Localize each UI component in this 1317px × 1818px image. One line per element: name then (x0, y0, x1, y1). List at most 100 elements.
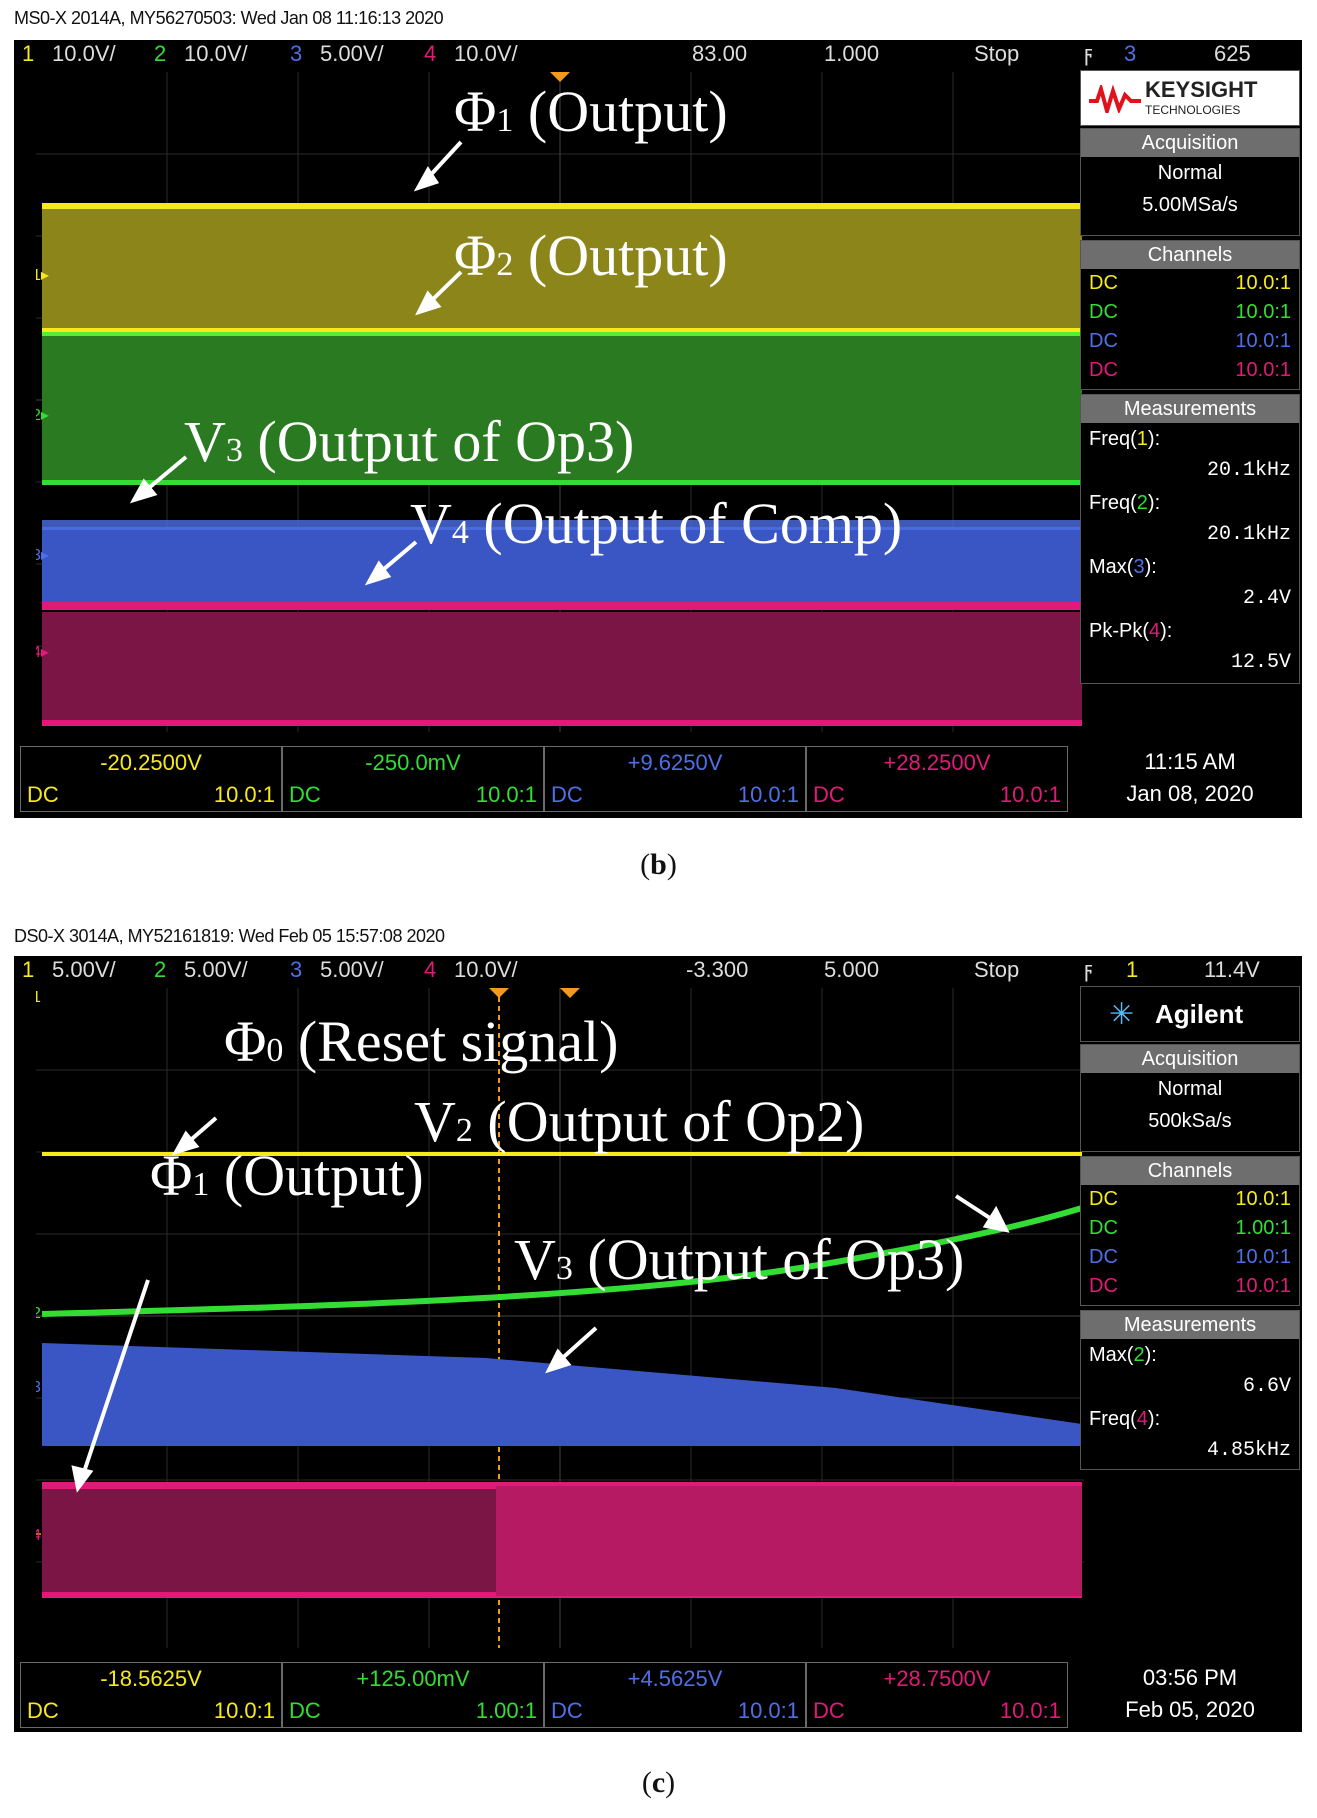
ch1-waveform (42, 207, 1082, 332)
annotation-v3: V3 (Output of Op3) (184, 409, 635, 474)
measurements-box[interactable]: Measurements Max(2): 6.6V Freq(4): 4.85k… (1080, 1310, 1300, 1470)
ch3-waveform (42, 527, 1082, 602)
ch4-number[interactable]: 4 (424, 41, 437, 66)
channel-row-1: DC 10.0:1 (1089, 272, 1291, 294)
measurement-1-value: 20.1kHz (1206, 459, 1291, 482)
trigger-level[interactable]: 625 (1214, 41, 1251, 66)
panel-b-scope: 1 10.0V/ 2 10.0V/ 3 5.00V/ 4 10.0V/ 83.0… (14, 40, 1302, 818)
clock-time: 11:15 AM (1144, 749, 1236, 774)
ch1-marker[interactable]: 1 (36, 989, 41, 1006)
trigger-edge-icon: ϝ (1084, 957, 1093, 982)
v3-arrow (142, 455, 188, 494)
ch2-offset-cell[interactable]: +125.00mV DC 1.00:1 (282, 1662, 544, 1728)
ch4-scale[interactable]: 10.0V/ (454, 957, 518, 982)
panel-c-waveform-display: 1 2 3 4 (36, 988, 1084, 1648)
measurements-title: Measurements (1081, 395, 1299, 423)
ch4-offset: +28.2500V (883, 750, 991, 775)
measurement-1-label: Max(2): (1089, 1344, 1157, 1366)
ch4-coupling: DC (813, 782, 845, 807)
horizontal-delay[interactable]: 83.00 (692, 41, 748, 66)
ch4-offset: +28.7500V (883, 1666, 991, 1691)
ch1-scale[interactable]: 10.0V/ (52, 41, 116, 66)
ch1-ratio: 10.0:1 (213, 1698, 275, 1723)
clock-date: Jan 08, 2020 (1126, 781, 1254, 806)
ch3-marker[interactable]: 3▸ (36, 547, 49, 564)
trigger-position-marker[interactable] (550, 72, 570, 82)
annotation-v3: V3 (Output of Op3) (514, 1227, 965, 1292)
measurement-2-value: 4.85kHz (1206, 1439, 1291, 1462)
ch1-number[interactable]: 1 (22, 41, 35, 66)
ch3-waveform (42, 1343, 1082, 1446)
clock-time: 03:56 PM (1142, 1665, 1238, 1690)
timebase[interactable]: 1.000 (824, 41, 880, 66)
acquisition-box[interactable]: Acquisition Normal 5.00MSa/s (1080, 128, 1300, 236)
ch2-marker[interactable]: 2 (36, 1305, 41, 1322)
ch3-offset-cell[interactable]: +9.6250V DC 10.0:1 (544, 746, 806, 812)
ch3-scale[interactable]: 5.00V/ (320, 41, 384, 66)
panel-c-clock: 03:56 PM Feb 05, 2020 (1080, 1662, 1300, 1726)
channels-title: Channels (1081, 241, 1299, 269)
ch2-coupling: DC (289, 782, 321, 807)
run-state[interactable]: Stop (974, 41, 1020, 66)
ch3-coupling: DC (551, 782, 583, 807)
ch2-scale[interactable]: 10.0V/ (184, 41, 248, 66)
ch1-scale[interactable]: 5.00V/ (52, 957, 116, 982)
ch2-scale[interactable]: 5.00V/ (184, 957, 248, 982)
measurement-4-value: 12.5V (1230, 651, 1291, 674)
ch3-scale[interactable]: 5.00V/ (320, 957, 384, 982)
trigger-channel[interactable]: 1 (1126, 957, 1139, 982)
ch1-marker[interactable]: 1▸ (36, 267, 49, 284)
run-state[interactable]: Stop (974, 957, 1020, 982)
timebase[interactable]: 5.000 (824, 957, 880, 982)
acquisition-mode: Normal (1157, 1078, 1223, 1100)
trigger-channel[interactable]: 3 (1124, 41, 1137, 66)
ch3-number[interactable]: 3 (290, 41, 303, 66)
trigger-level[interactable]: 11.4V (1204, 957, 1260, 982)
horizontal-delay[interactable]: -3.300 (686, 957, 749, 982)
ch2-number[interactable]: 2 (154, 41, 167, 66)
acquisition-title: Acquisition (1081, 129, 1299, 157)
channels-box[interactable]: Channels DC 10.0:1 DC 1.00:1 DC 10.0:1 DC 10… (1080, 1156, 1300, 1306)
ch1-offset-cell[interactable]: -20.2500V DC 10.0:1 (20, 746, 282, 812)
measurement-2-label: Freq(4): (1089, 1408, 1161, 1430)
acquisition-title: Acquisition (1081, 1045, 1299, 1073)
ch4-marker[interactable]: 4 (36, 1527, 41, 1544)
ch1-coupling: DC (27, 1698, 59, 1723)
delay-marker[interactable] (489, 988, 509, 998)
channels-title: Channels (1081, 1157, 1299, 1185)
ch1-offset-cell[interactable]: -18.5625V DC 10.0:1 (20, 1662, 282, 1728)
ch2-waveform (42, 334, 1082, 482)
ch4-number[interactable]: 4 (424, 957, 437, 982)
ch3-marker[interactable]: 3 (36, 1379, 41, 1396)
ch1-number[interactable]: 1 (22, 957, 35, 982)
panel-b-topbar: 1 10.0V/ 2 10.0V/ 3 5.00V/ 4 10.0V/ 83.0… (14, 40, 1302, 68)
ch3-offset-cell[interactable]: +4.5625V DC 10.0:1 (544, 1662, 806, 1728)
ch4-marker[interactable]: 4▸ (36, 644, 49, 661)
channels-box[interactable]: Channels DC 10.0:1 DC 10.0:1 DC 10.0:1 DC 10… (1080, 240, 1300, 390)
panel-c-header: DS0-X 3014A, MY52161819: Wed Feb 05 15:5… (14, 926, 445, 946)
keysight-logo-icon (1089, 85, 1141, 113)
ch2-number[interactable]: 2 (154, 957, 167, 982)
measurements-box[interactable]: Measurements Freq(1): 20.1kHz Freq(2): 2… (1080, 394, 1300, 684)
ch4-scale[interactable]: 10.0V/ (454, 41, 518, 66)
ch3-number[interactable]: 3 (290, 957, 303, 982)
acquisition-rate: 5.00MSa/s (1142, 194, 1238, 216)
panel-b-sidebar: KEYSIGHT TECHNOLOGIES Acquisition Normal… (1080, 70, 1300, 730)
ch1-offset: -20.2500V (100, 750, 202, 775)
ch4-offset-cell[interactable]: +28.2500V DC 10.0:1 (806, 746, 1068, 812)
ch4-offset-cell[interactable]: +28.7500V DC 10.0:1 (806, 1662, 1068, 1728)
measurement-4-label: Pk-Pk(4): (1089, 620, 1173, 642)
trigger-position-marker[interactable] (560, 988, 580, 998)
annotation-phi1: Φ1 (Output) (454, 79, 728, 144)
acquisition-box[interactable]: Acquisition Normal 500kSa/s (1080, 1044, 1300, 1152)
panel-c-scope: 1 5.00V/ 2 5.00V/ 3 5.00V/ 4 10.0V/ -3.3… (14, 956, 1302, 1732)
agilent-spark-icon: ✳ (1109, 998, 1135, 1031)
measurement-3-value: 2.4V (1242, 587, 1291, 610)
ch2-marker[interactable]: 2▸ (36, 407, 49, 424)
ch4-waveform (42, 612, 1082, 722)
panel-c-caption: (c) (641, 1766, 676, 1799)
ch2-offset-cell[interactable]: -250.0mV DC 10.0:1 (282, 746, 544, 812)
brand-box: KEYSIGHT TECHNOLOGIES (1080, 70, 1300, 126)
channel-row-2: DC 10.0:1 (1089, 301, 1291, 323)
channel-row-2: DC 1.00:1 (1089, 1217, 1291, 1239)
